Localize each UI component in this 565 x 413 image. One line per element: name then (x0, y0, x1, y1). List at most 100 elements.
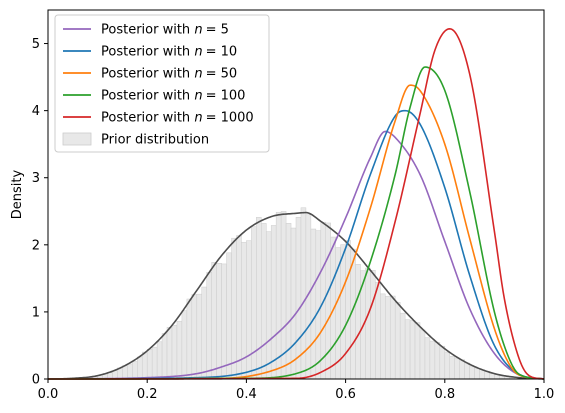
prior-histogram-bar (261, 223, 267, 380)
y-tick-label: 5 (32, 37, 40, 52)
prior-histogram-bar (181, 310, 188, 380)
prior-density-curve-group (47, 211, 545, 380)
legend-label-value: = 50 (206, 67, 238, 82)
legend-label-prefix: Posterior with (101, 67, 194, 82)
prior-histogram-bar (285, 223, 292, 380)
legend-label-var: n (194, 45, 202, 60)
prior-histogram-bar (409, 320, 416, 380)
legend-label: Posterior with n = 5 (101, 23, 229, 38)
legend-label-prior: Prior distribution (101, 133, 209, 148)
legend-label: Posterior with n = 50 (101, 67, 237, 82)
y-tick-label: 3 (32, 171, 40, 186)
y-tick-label: 4 (32, 104, 40, 119)
prior-histogram-bar (127, 363, 133, 380)
legend-label-value: = 5 (206, 23, 229, 38)
prior-histogram-bar (399, 312, 406, 380)
prior-histogram-bar (459, 359, 465, 380)
prior-histogram-bar (439, 345, 446, 380)
prior-histogram-bar (141, 351, 148, 380)
legend-label-prefix: Posterior with (101, 23, 194, 38)
prior-histogram-bar (290, 227, 297, 380)
prior-histogram-bar (454, 357, 460, 380)
y-axis-label: Density (10, 169, 25, 219)
prior-histogram-bar (404, 319, 411, 380)
legend-label-prefix: Posterior with (101, 45, 194, 60)
prior-histogram-bar (246, 240, 252, 380)
plot-frame (47, 9, 545, 380)
y-tick-label: 0 (32, 373, 40, 388)
legend-label: Posterior with n = 1000 (101, 111, 254, 126)
prior-histogram-bar (186, 298, 193, 380)
x-tick-label: 0.0 (38, 387, 59, 402)
legend-swatch-prior (62, 132, 92, 146)
prior-histogram-bar (256, 217, 262, 380)
prior-histogram-bar (251, 226, 257, 380)
y-tick-label: 1 (32, 305, 40, 320)
prior-histogram-bar (171, 324, 178, 380)
prior-histogram-bar (315, 230, 322, 380)
prior-histogram-bar (429, 340, 436, 380)
prior-histogram-bar (216, 263, 222, 380)
prior-histogram-bar (434, 342, 441, 380)
prior-histogram-bar (196, 293, 203, 380)
prior-histogram-bar (424, 337, 431, 380)
prior-histogram-bar (365, 267, 371, 380)
prior-histogram-bar (166, 327, 173, 380)
x-tick-label: 0.4 (236, 387, 257, 402)
x-tick-label: 0.2 (137, 387, 158, 402)
prior-histogram-bar (122, 365, 128, 380)
prior-histogram-bar (191, 294, 198, 380)
prior-density-line (47, 211, 545, 380)
prior-histogram-bar (444, 351, 451, 380)
prior-histogram-bar (469, 366, 475, 380)
prior-histogram-bar (474, 368, 480, 380)
prior-histogram-bar (449, 356, 455, 380)
prior-histogram-bar (385, 296, 391, 380)
prior-histogram-bar (132, 361, 138, 380)
prior-histogram-bar (345, 240, 351, 380)
legend-label-prefix: Posterior with (101, 89, 194, 104)
prior-histogram-bar (325, 222, 331, 380)
prior-histogram-bar (355, 264, 361, 380)
legend-label-value: = 10 (206, 45, 238, 60)
legend-label-var: n (194, 111, 202, 126)
prior-histogram-bar (310, 228, 317, 380)
prior-histogram-bar (221, 263, 227, 380)
y-axis: 0 1 2 3 4 5 (32, 37, 48, 388)
prior-histogram-bar (201, 286, 207, 380)
legend-label-var: n (194, 89, 202, 104)
prior-histogram-bar (156, 341, 163, 380)
prior-histogram-bar (211, 262, 217, 380)
prior-histogram-bar (206, 272, 212, 380)
prior-histogram-bar (414, 322, 421, 380)
x-tick-label: 0.6 (335, 387, 356, 402)
prior-histogram-bar (370, 270, 376, 380)
legend-label-prefix: Posterior with (101, 111, 194, 126)
prior-histogram-bar (275, 211, 282, 380)
prior-histogram-bar (394, 302, 401, 380)
prior-histogram-bar (389, 295, 396, 380)
prior-histogram-bar (151, 346, 158, 380)
legend-label: Posterior with n = 10 (101, 45, 237, 60)
prior-histogram-bar (146, 349, 153, 380)
y-tick-label: 2 (32, 238, 40, 253)
prior-histogram-bar (176, 320, 183, 380)
prior-histogram-bar (270, 225, 277, 380)
prior-histogram-bar (419, 329, 426, 380)
prior-histogram-bar (137, 356, 143, 380)
prior-histogram-bar (161, 333, 168, 380)
prior-histogram-bar (226, 252, 232, 380)
prior-histogram-bar (464, 362, 470, 380)
x-tick-label: 1.0 (534, 387, 555, 402)
prior-histogram-bar (380, 293, 386, 380)
legend-label-value: = 1000 (206, 111, 254, 126)
legend-label-var: n (194, 23, 202, 38)
prior-histogram-bar (236, 235, 242, 380)
prior-histogram-bar (265, 231, 272, 380)
legend-box (54, 14, 270, 153)
x-tick-label: 0.8 (434, 387, 455, 402)
legend-label-var: n (194, 67, 202, 82)
prior-histogram-bar (231, 237, 237, 380)
